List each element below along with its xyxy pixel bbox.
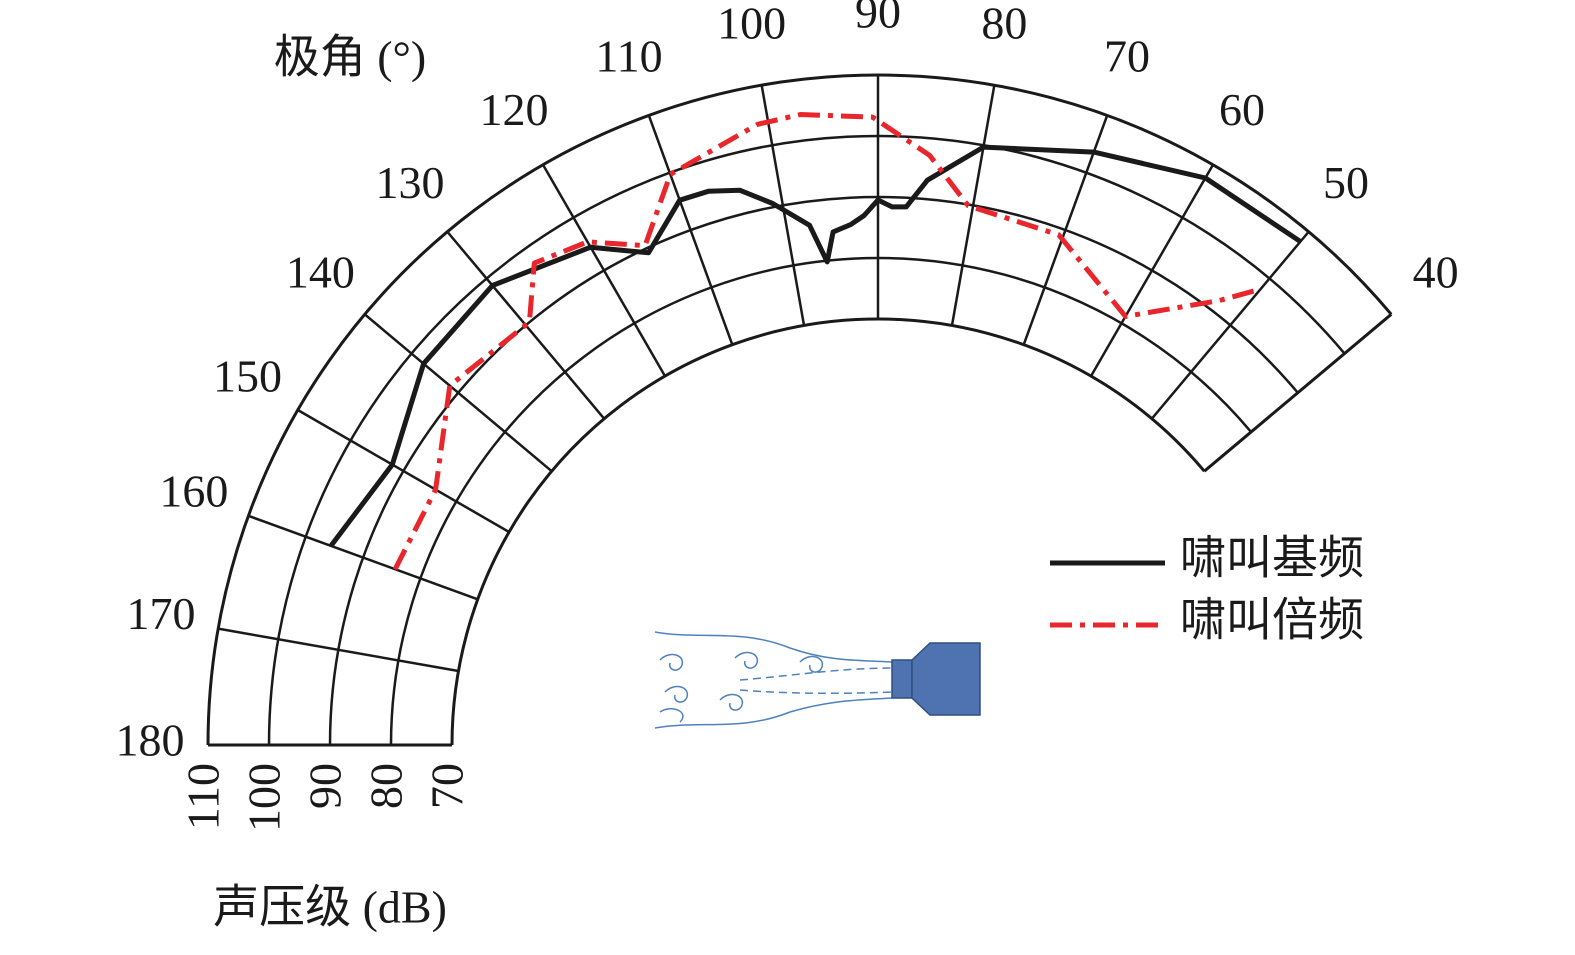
theta-tick-label: 40 xyxy=(1413,247,1459,298)
r-tick-label: 110 xyxy=(178,763,229,830)
theta-tick-label: 140 xyxy=(286,247,355,298)
grid-line xyxy=(950,84,996,326)
series-line xyxy=(392,112,1262,571)
grid-line xyxy=(760,84,806,326)
r-tick-label: 90 xyxy=(300,763,351,809)
grid-line xyxy=(1089,164,1215,377)
nozzle-icon xyxy=(654,631,981,729)
grid-line xyxy=(1150,230,1310,420)
grid-line xyxy=(541,164,667,377)
axis-edge xyxy=(1203,313,1393,473)
r-axis-title: 声压级 (dB) xyxy=(213,882,447,933)
theta-axis-title: 极角 (°) xyxy=(274,32,427,83)
axis-arc xyxy=(206,73,1393,746)
theta-tick-label: 60 xyxy=(1219,84,1265,135)
legend-label: 啸叫基频 xyxy=(1180,533,1364,584)
r-tick-label: 80 xyxy=(361,763,412,809)
grid-line xyxy=(247,514,479,601)
theta-tick-label: 50 xyxy=(1323,157,1369,208)
grid xyxy=(206,73,1393,747)
theta-tick-label: 160 xyxy=(159,466,228,517)
grid-line xyxy=(363,313,553,473)
theta-tick-label: 90 xyxy=(855,0,901,38)
grid-line xyxy=(297,408,510,534)
series-line xyxy=(328,144,1302,548)
theta-tick-label: 110 xyxy=(595,30,662,81)
theta-tick-label: 150 xyxy=(213,351,282,402)
r-tick-label: 70 xyxy=(422,763,473,809)
axis-arc xyxy=(450,317,1206,746)
theta-tick-label: 100 xyxy=(717,0,786,49)
grid-line xyxy=(217,627,459,673)
legend-label: 啸叫倍频 xyxy=(1180,595,1364,646)
theta-tick-label: 130 xyxy=(376,157,445,208)
r-tick-label: 100 xyxy=(239,763,290,832)
theta-tick-label: 70 xyxy=(1104,30,1150,81)
theta-tick-label: 180 xyxy=(116,715,185,766)
theta-tick-label: 80 xyxy=(981,0,1027,49)
theta-tick-label: 170 xyxy=(127,588,196,639)
grid-line xyxy=(647,114,734,346)
theta-tick-label: 120 xyxy=(480,84,549,135)
